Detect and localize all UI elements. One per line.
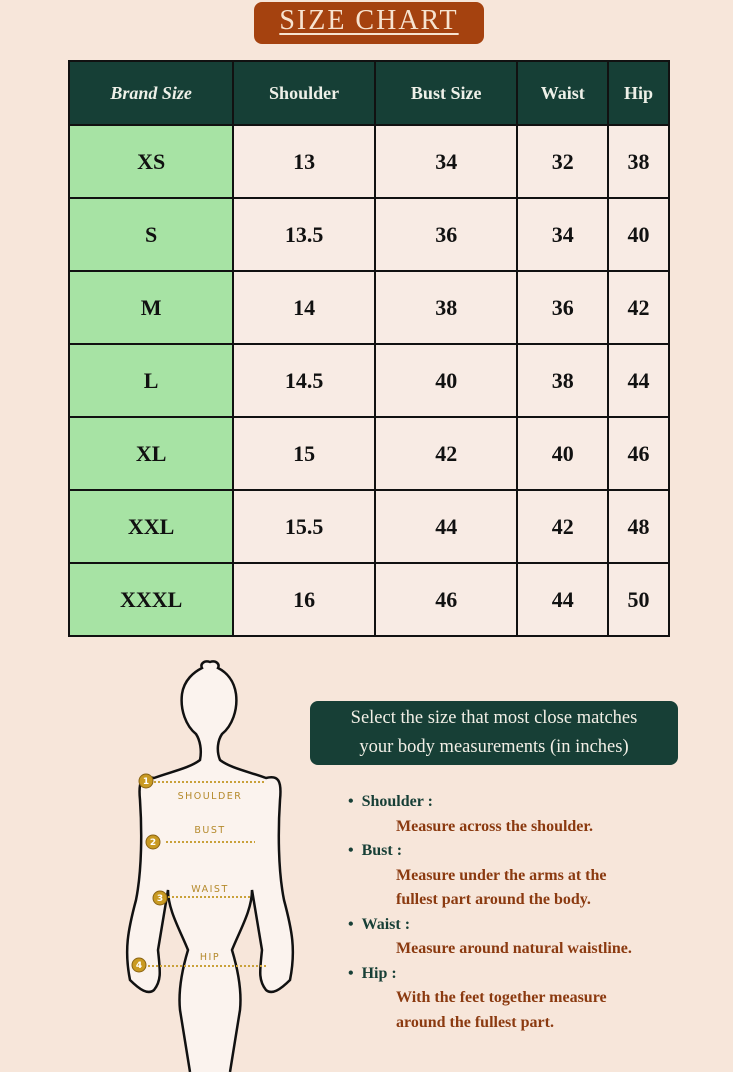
shoulder-instruction-desc: Measure across the shoulder.: [396, 817, 594, 835]
marker-2-text: 2: [150, 838, 156, 848]
bust-instruction-desc: Measure under the arms at the: [396, 866, 607, 884]
cell-bust: 40: [373, 343, 519, 418]
waist-label: WAIST: [191, 884, 229, 895]
bust-instruction-desc-2: fullest part around the body.: [396, 891, 591, 908]
cell-brand-size: XL: [67, 416, 235, 491]
hip-instruction-desc: With the feet together measure: [396, 989, 607, 1006]
cell-brand-size: XXL: [67, 489, 235, 564]
table-row: L 14.5 40 38 44: [67, 343, 671, 418]
cell-bust: 44: [373, 489, 519, 564]
header-waist: Waist: [516, 60, 609, 126]
header-shoulder: Shoulder: [232, 60, 376, 126]
cell-shoulder: 13: [232, 124, 376, 199]
page-title: SIZE CHART: [254, 2, 484, 44]
header-hip: Hip: [606, 60, 671, 126]
table-row: XS 13 34 32 38: [67, 124, 671, 199]
cell-shoulder: 15: [232, 416, 376, 491]
hip-instruction-label: Hip :: [348, 962, 632, 987]
cell-waist: 44: [516, 562, 609, 637]
waist-instruction-label: Waist :: [348, 913, 632, 938]
hip-label: HIP: [200, 952, 220, 963]
marker-1-icon: [138, 773, 154, 789]
instruction-banner: Select the size that most close matches …: [310, 701, 678, 765]
hip-instruction-desc-2: around the fullest part.: [396, 1013, 554, 1031]
cell-waist: 40: [516, 416, 609, 491]
body-figure-illustration: SHOULDER BUST WAIST HIP 1 2 3 4: [125, 660, 295, 1072]
cell-waist: 32: [516, 124, 609, 199]
cell-shoulder: 14.5: [232, 343, 376, 418]
cell-waist: 38: [516, 343, 609, 418]
bust-instruction-label: Bust :: [348, 839, 632, 864]
table-row: XXXL 16 46 44 50: [67, 562, 671, 637]
cell-bust: 36: [373, 197, 519, 272]
cell-bust: 34: [373, 124, 519, 199]
header-brand-size: Brand Size: [67, 60, 235, 126]
table-row: M 14 38 36 42: [67, 270, 671, 345]
marker-2-icon: [145, 834, 161, 850]
cell-shoulder: 16: [232, 562, 376, 637]
cell-waist: 42: [516, 489, 609, 564]
cell-waist: 36: [516, 270, 609, 345]
body-outline: [125, 660, 295, 1072]
cell-brand-size: S: [67, 197, 235, 272]
header-bust: Bust Size: [373, 60, 519, 126]
cell-bust: 42: [373, 416, 519, 491]
cell-shoulder: 13.5: [232, 197, 376, 272]
cell-hip: 50: [606, 562, 671, 637]
marker-3-icon: [152, 890, 168, 906]
table-row: S 13.5 36 34 40: [67, 197, 671, 272]
waist-instruction-desc: Measure around natural waistline.: [396, 940, 632, 957]
cell-shoulder: 14: [232, 270, 376, 345]
cell-shoulder: 15.5: [232, 489, 376, 564]
cell-bust: 38: [373, 270, 519, 345]
marker-4-text: 4: [136, 961, 142, 971]
size-chart-table: Brand Size Shoulder Bust Size Waist Hip …: [67, 60, 671, 637]
cell-brand-size: XS: [67, 124, 235, 199]
marker-3-text: 3: [157, 894, 163, 904]
cell-brand-size: L: [67, 343, 235, 418]
cell-hip: 48: [606, 489, 671, 564]
instruction-line-1: Select the size that most close matches: [350, 708, 638, 728]
cell-waist: 34: [516, 197, 609, 272]
measurement-instructions: Shoulder : Measure across the shoulder. …: [348, 790, 632, 1035]
table-row: XL 15 42 40 46: [67, 416, 671, 491]
shoulder-instruction-label: Shoulder :: [348, 790, 632, 815]
marker-1-text: 1: [143, 777, 149, 787]
cell-hip: 38: [606, 124, 671, 199]
cell-hip: 44: [606, 343, 671, 418]
table-row: XXL 15.5 44 42 48: [67, 489, 671, 564]
cell-hip: 46: [606, 416, 671, 491]
cell-brand-size: M: [67, 270, 235, 345]
instruction-line-2: your body measurements (in inches): [359, 737, 629, 757]
cell-bust: 46: [373, 562, 519, 637]
shoulder-label: SHOULDER: [178, 791, 243, 802]
bust-label: BUST: [194, 825, 225, 836]
cell-brand-size: XXXL: [67, 562, 235, 637]
cell-hip: 42: [606, 270, 671, 345]
marker-4-icon: [131, 957, 147, 973]
table-header-row: Brand Size Shoulder Bust Size Waist Hip: [67, 60, 671, 126]
cell-hip: 40: [606, 197, 671, 272]
